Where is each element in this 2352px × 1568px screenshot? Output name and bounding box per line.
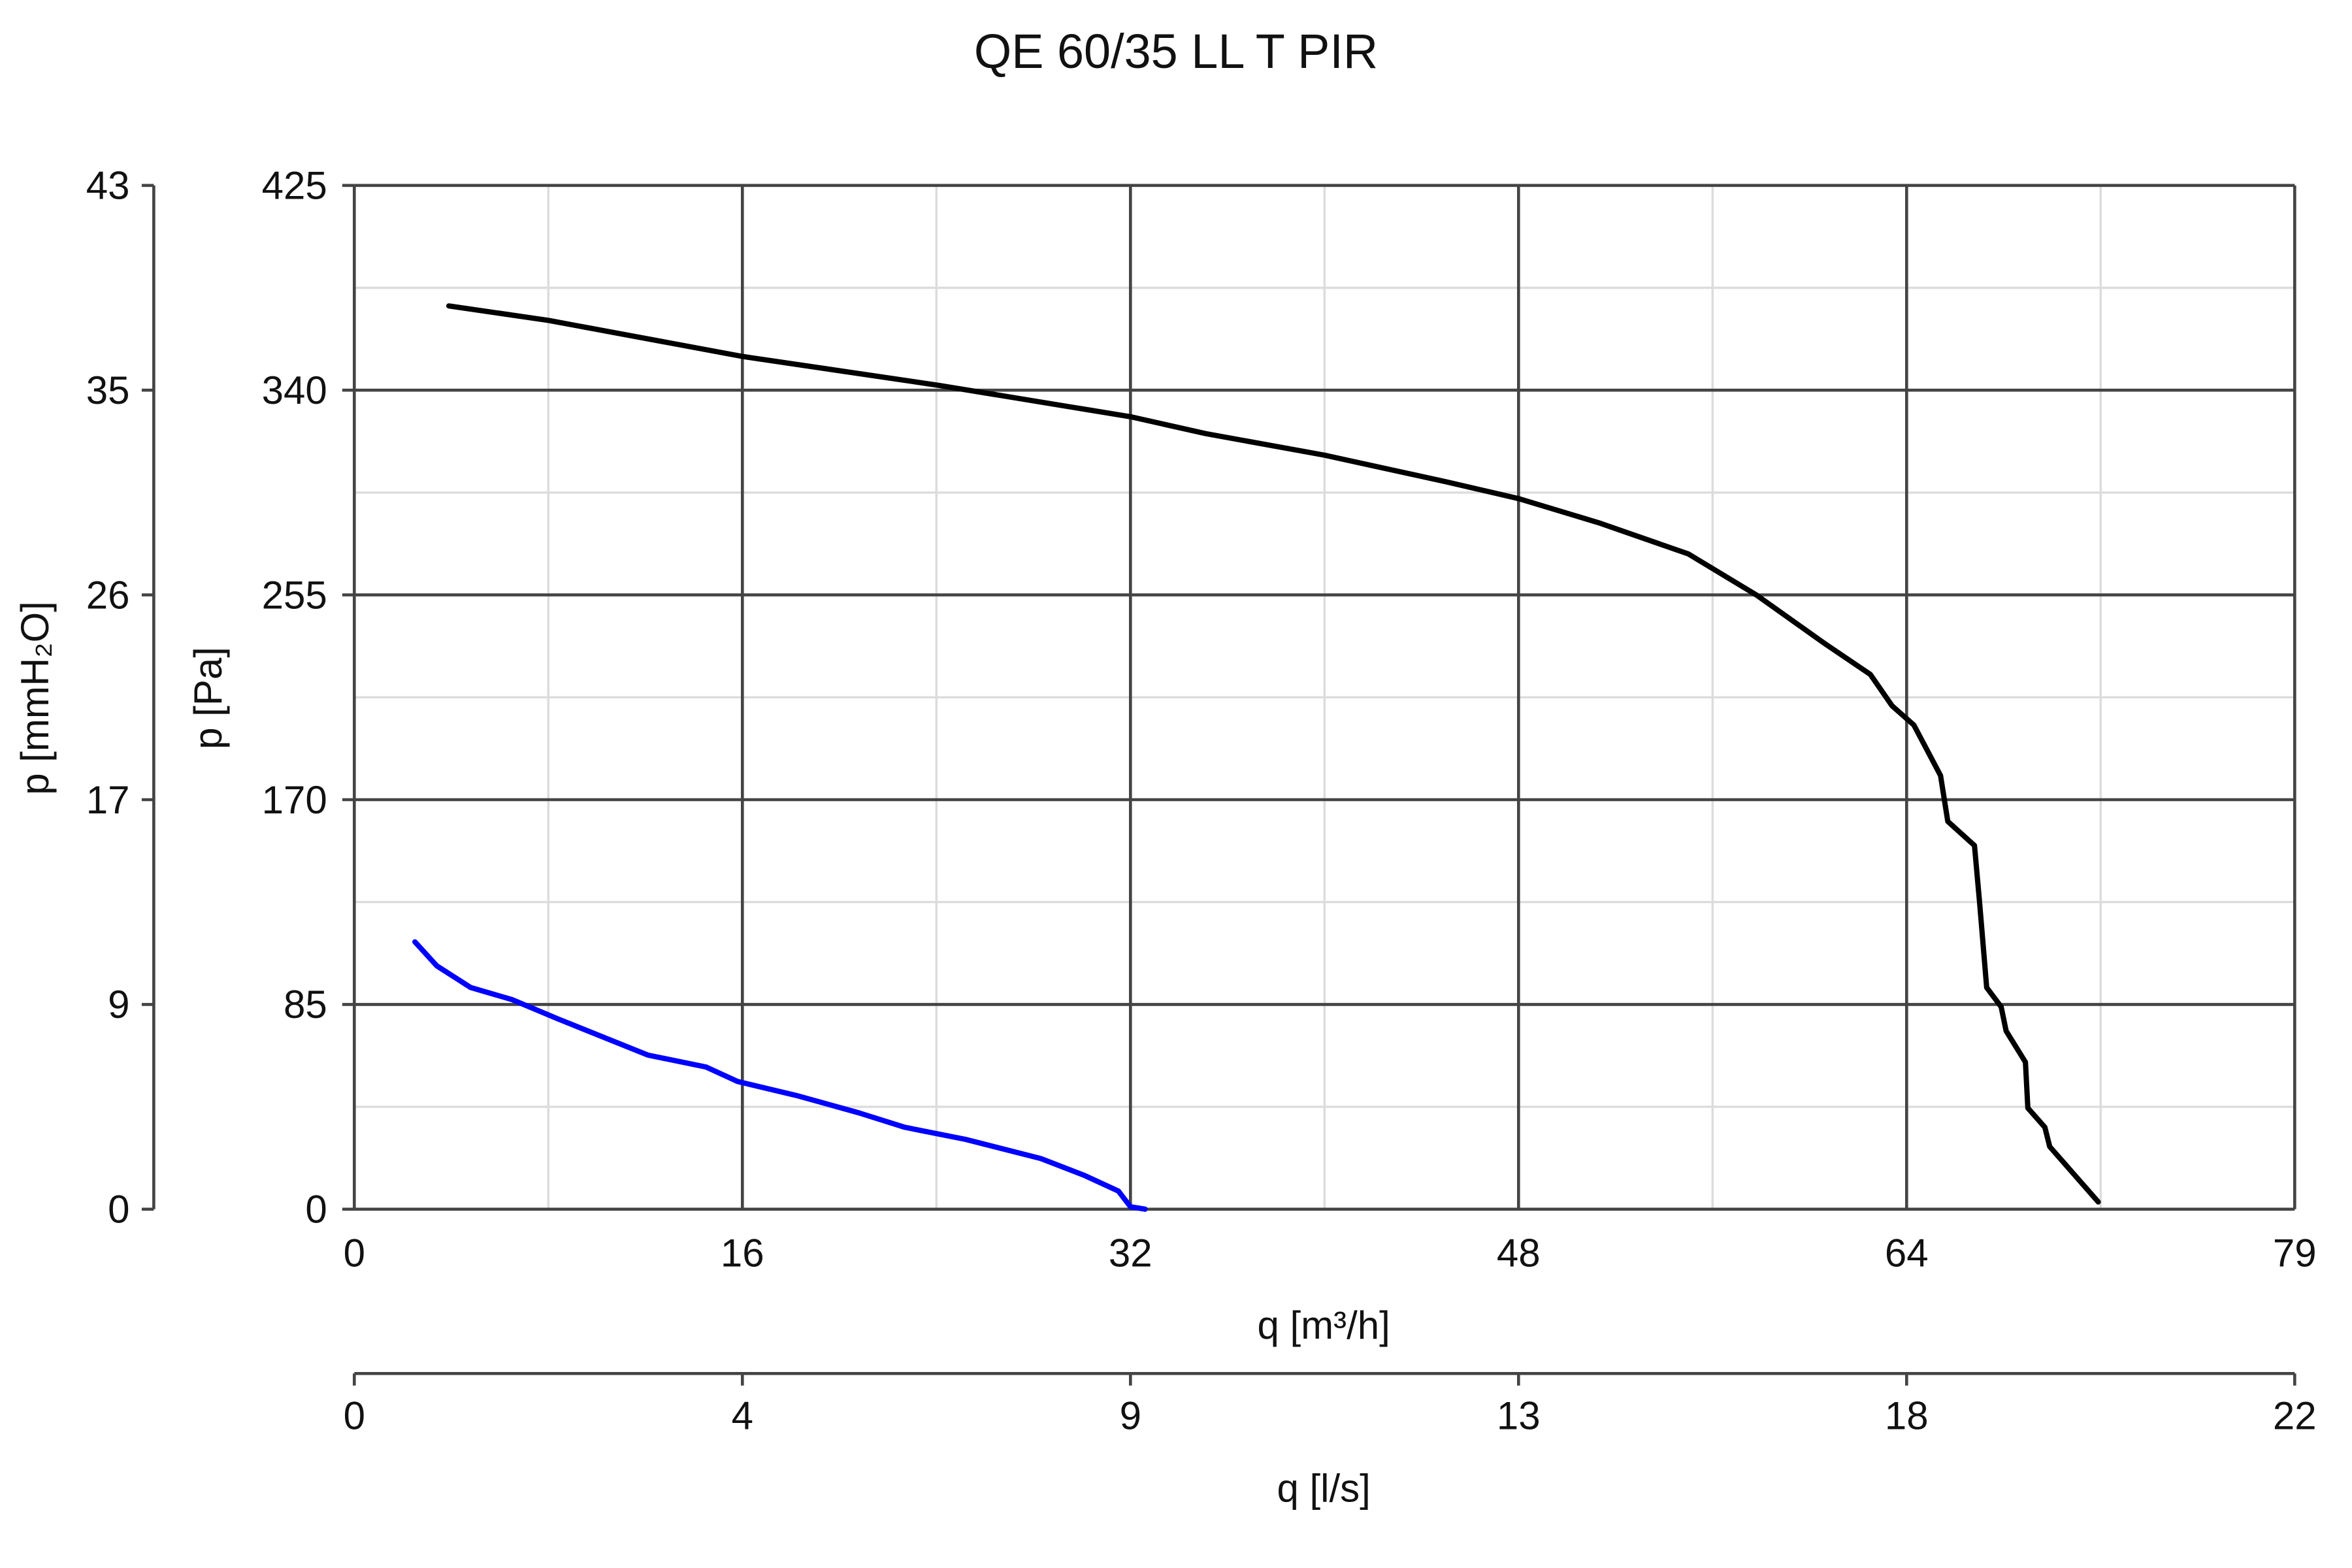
y-tick-label: 425: [262, 164, 327, 208]
x-tick-label: 64: [1885, 1231, 1929, 1275]
y2-axis-label: p [mmH₂O]: [13, 601, 57, 795]
x2-tick-label: 4: [732, 1394, 753, 1438]
y-tick-label: 340: [262, 368, 327, 412]
y2-tick-label: 9: [108, 983, 129, 1026]
y2-tick-label: 26: [86, 573, 130, 617]
x2-tick-label: 0: [344, 1394, 365, 1438]
chart-title: QE 60/35 LL T PIR: [974, 24, 1378, 78]
y-tick-label: 255: [262, 573, 327, 617]
y2-tick-label: 17: [86, 778, 130, 822]
x-tick-label: 32: [1109, 1231, 1152, 1275]
y-tick-label: 170: [262, 778, 327, 822]
curve-black-line: [446, 303, 2101, 1205]
x-axis-label: q [m³/h]: [1257, 1303, 1390, 1347]
x2-axis-label: q [l/s]: [1277, 1466, 1370, 1510]
x-tick-label: 0: [344, 1231, 365, 1275]
y2-tick-label: 35: [86, 368, 130, 412]
y-axis-label: p [Pa]: [186, 647, 230, 749]
curve-blue-line: [412, 939, 1148, 1212]
y2-tick-label: 43: [86, 164, 130, 208]
x2-tick-label: 13: [1497, 1394, 1541, 1438]
y-tick-label: 0: [305, 1188, 327, 1232]
x-tick-label: 79: [2273, 1231, 2317, 1275]
x-tick-label: 48: [1497, 1231, 1541, 1275]
x2-tick-label: 18: [1885, 1394, 1929, 1438]
y2-tick-label: 0: [108, 1188, 129, 1232]
x2-tick-label: 9: [1120, 1394, 1141, 1438]
x2-tick-label: 22: [2273, 1394, 2317, 1438]
x-tick-label: 16: [721, 1231, 764, 1275]
y-tick-label: 85: [284, 983, 327, 1026]
